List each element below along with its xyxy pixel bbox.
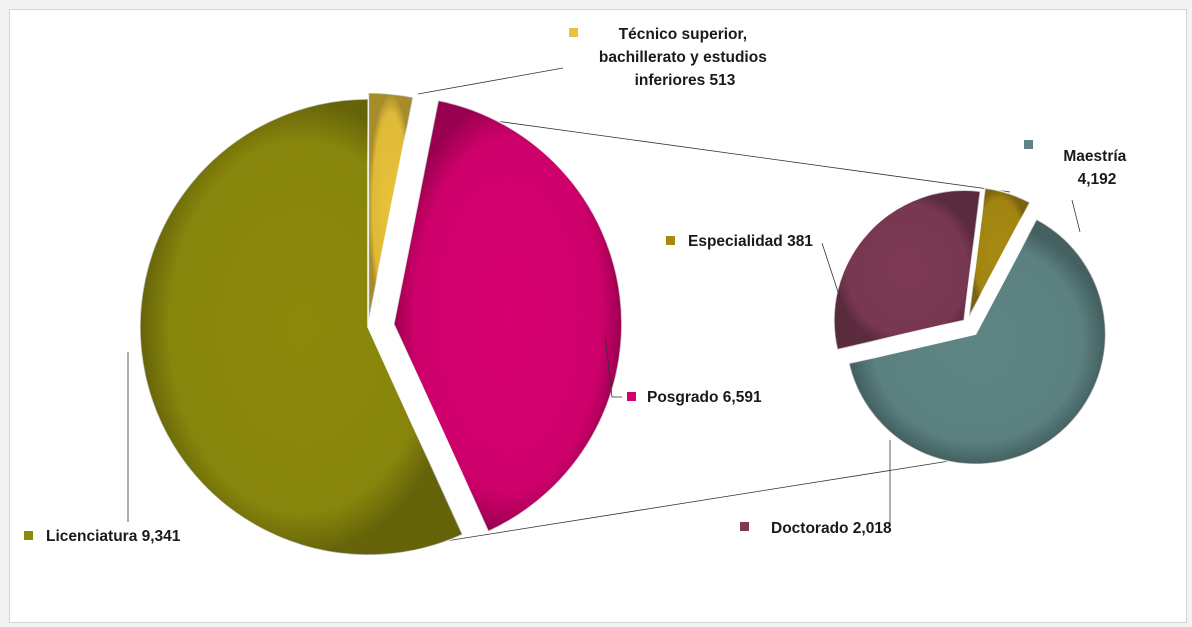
label-tecnico: Técnico superior, bachillerato y estudio… — [599, 26, 771, 89]
label-doctorado: Doctorado 2,018 — [771, 520, 892, 537]
label-tecnico-line-3: inferiores 513 — [635, 72, 736, 89]
label-markers — [24, 28, 1033, 540]
marker-maestria — [1024, 140, 1033, 149]
slice-shade-tecnico — [368, 93, 413, 322]
label-posgrado: Posgrado 6,591 — [647, 389, 762, 406]
marker-posgrado — [627, 392, 636, 401]
marker-tecnico — [569, 28, 578, 37]
label-tecnico-line-1: Técnico superior, — [619, 26, 747, 43]
slice-shade-posgrado — [393, 100, 622, 532]
data-labels: Técnico superior, bachillerato y estudio… — [46, 26, 1130, 545]
connector-bottom-line — [445, 451, 1007, 542]
leader-especialidad — [821, 242, 841, 299]
leader-lines — [127, 67, 1081, 525]
connector-top-line — [437, 112, 1011, 193]
label-licenciatura: Licenciatura 9,341 — [46, 528, 181, 545]
connector-lines — [437, 112, 1011, 542]
label-maestria-line-1: Maestría — [1063, 148, 1126, 165]
slice-shade-licenciatura — [139, 99, 463, 555]
marker-especialidad — [666, 236, 675, 245]
label-maestria-line-2: 4,192 — [1078, 171, 1117, 188]
main-pie — [139, 92, 623, 556]
leader-maestria — [1071, 199, 1081, 233]
leader-tecnico — [417, 67, 564, 95]
leader-posgrado — [604, 334, 622, 398]
secondary-pie — [833, 187, 1107, 465]
marker-doctorado — [740, 522, 749, 531]
marker-licenciatura — [24, 531, 33, 540]
label-especialidad: Especialidad 381 — [688, 233, 813, 250]
slice-shade-maestria — [848, 219, 1106, 465]
label-tecnico-line-2: bachillerato y estudios — [599, 49, 767, 66]
slice-shade-doctorado — [834, 190, 981, 350]
slice-shade-especialidad — [968, 188, 1030, 318]
label-maestria: Maestría 4,192 — [1063, 148, 1130, 188]
